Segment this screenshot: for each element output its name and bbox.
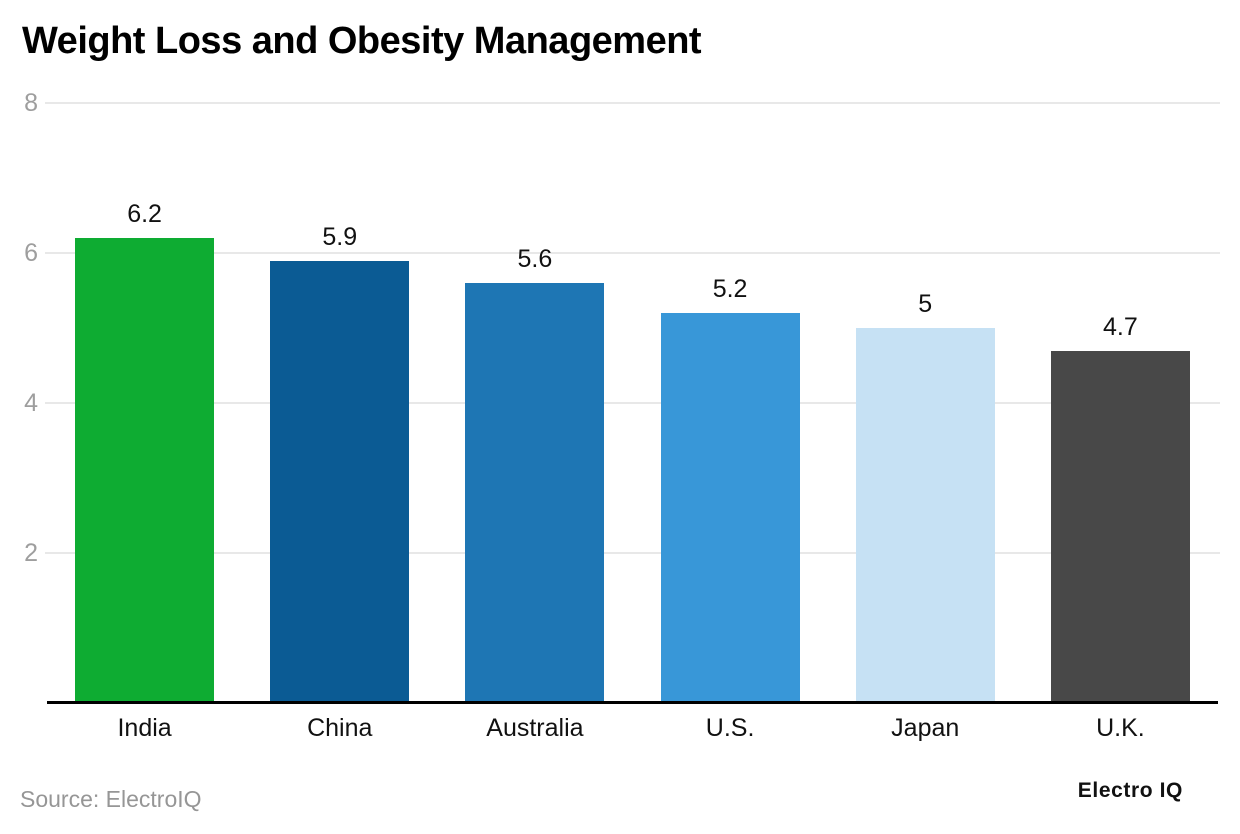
category-label-japan: Japan [891,714,960,742]
category-label-australia: Australia [486,714,584,742]
chart-title: Weight Loss and Obesity Management [22,20,702,62]
bar-us [660,313,800,703]
y-tick-label: 8 [24,89,38,117]
value-label-us: 5.2 [712,275,748,303]
gridline-y6 [45,252,1220,254]
gridline-y2 [45,552,1220,554]
y-tick-label: 2 [24,539,38,567]
category-label-india: India [117,714,172,742]
category-label-uk: U.K. [1096,714,1145,742]
bar-australia [465,283,605,703]
value-label-china: 5.9 [322,222,358,251]
bar-china [270,260,410,703]
value-label-japan: 5 [918,290,933,318]
category-label-us: U.S. [705,714,755,742]
gridline-y4 [45,402,1220,404]
category-label-china: China [307,714,373,742]
source-note: Source: ElectroIQ [20,786,202,812]
y-tick-label: 4 [24,389,38,417]
value-label-india: 6.2 [127,200,162,228]
y-tick-label: 6 [24,239,38,267]
x-axis-line [47,701,1218,704]
gridline-y8 [45,102,1220,104]
bar-uk [1050,350,1190,703]
value-label-australia: 5.6 [517,245,553,273]
bar-india [75,238,215,703]
bar-japan [855,328,995,703]
brand-logo: Electro IQ [1077,779,1183,802]
value-label-uk: 4.7 [1103,312,1138,341]
